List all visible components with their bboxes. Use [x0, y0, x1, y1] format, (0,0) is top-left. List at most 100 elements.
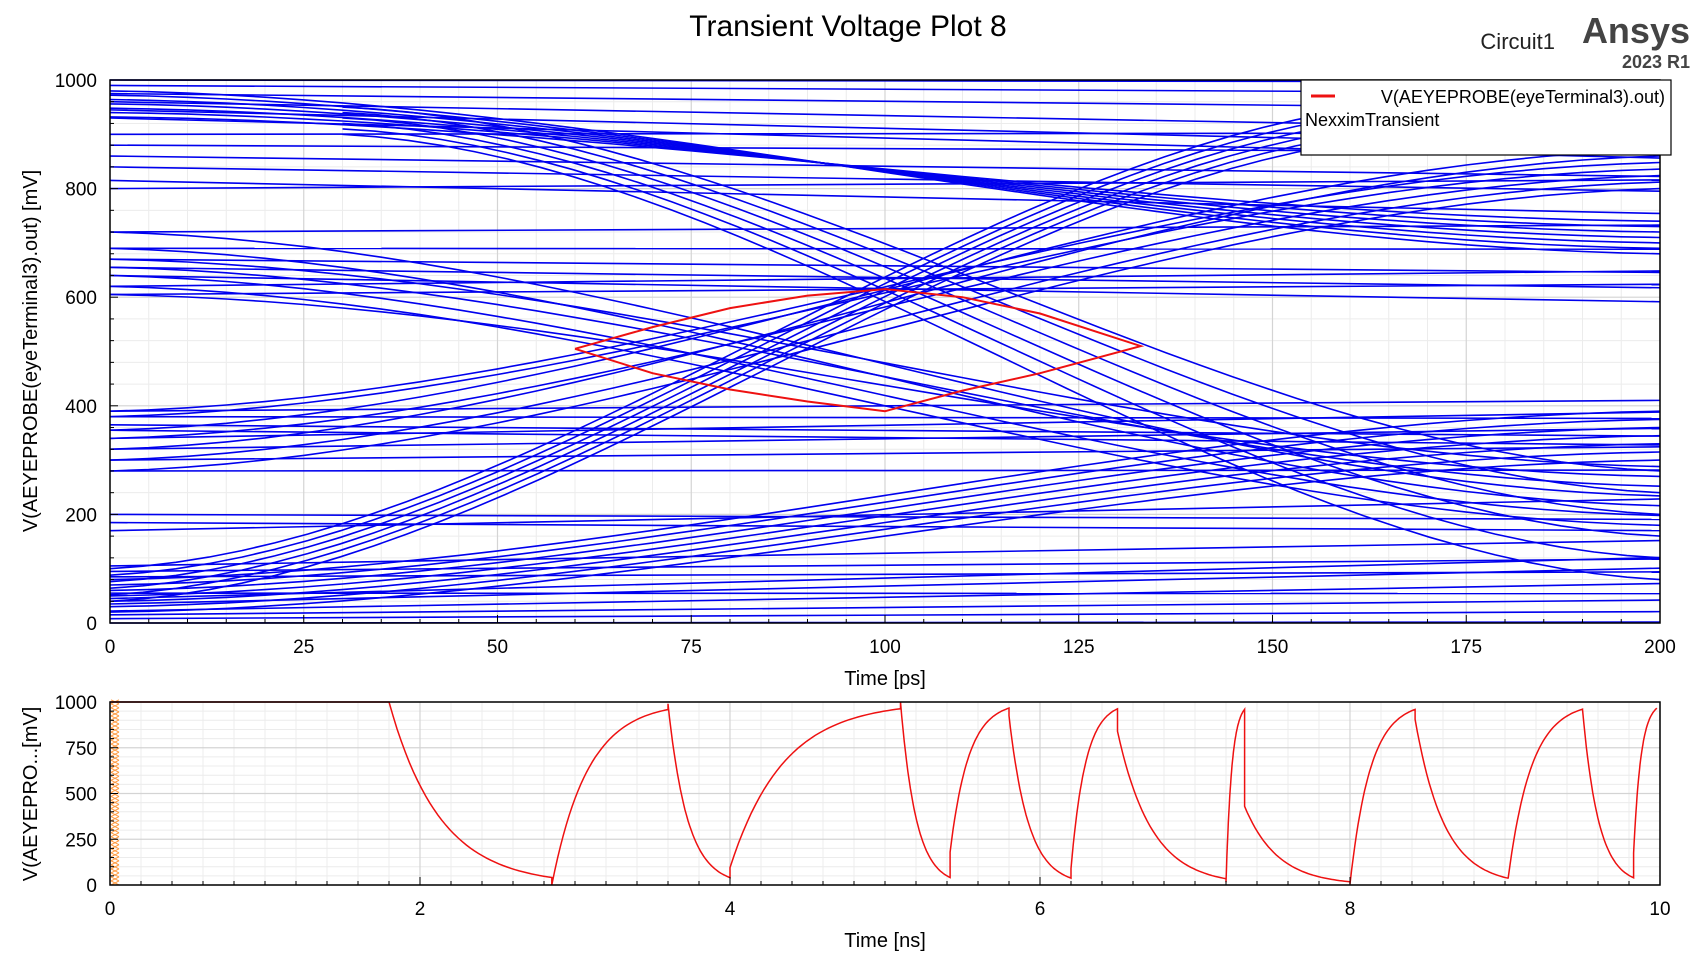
eye-trace — [109, 179, 1661, 215]
wave-x-tick-label: 0 — [105, 899, 116, 920]
wave-x-tick-label: 4 — [725, 899, 736, 920]
ansys-version: 2023 R1 — [1622, 52, 1690, 72]
start-marker-hatch — [110, 868, 120, 874]
waveform-plot: 0 2 4 6 8 10 0 250 500 750 1000 Time [ns] V(AEYEP… — [20, 693, 1671, 952]
eye-trace-rise — [109, 451, 1661, 608]
legend[interactable]: V(AEYEPROBE(eyeTerminal3).out) NexximTra… — [1300, 79, 1672, 156]
start-marker-hatch — [110, 795, 120, 801]
eye-trace-fall — [342, 128, 1661, 559]
ansys-logo: Ansys — [1582, 10, 1690, 51]
start-marker-hatch — [110, 840, 120, 846]
wave-y-tick-label: 1000 — [55, 693, 97, 714]
start-marker-hatch — [110, 731, 120, 737]
wave-x-tick-labels: 0 2 4 6 8 10 — [105, 899, 1671, 920]
start-marker-hatch — [110, 779, 120, 785]
eye-trace-rise — [109, 161, 1661, 412]
eye-x-tick-label: 125 — [1063, 637, 1095, 658]
eye-axis-ticks — [109, 79, 1661, 624]
legend-box — [1300, 79, 1672, 156]
eye-trace — [109, 539, 1661, 567]
start-marker-hatch — [110, 739, 120, 745]
eye-trace — [109, 469, 1661, 472]
wave-y-tick-label: 750 — [65, 739, 97, 760]
eye-trace — [109, 258, 1661, 274]
eye-trace-fall — [109, 266, 1661, 487]
eye-y-tick-label: 800 — [65, 180, 97, 201]
legend-series-label: V(AEYEPROBE(eyeTerminal3).out) — [1381, 87, 1665, 107]
eye-trace-fall — [342, 133, 1661, 581]
eye-trace — [109, 582, 1661, 612]
wave-y-tick-label: 500 — [65, 785, 97, 806]
start-marker-hatch — [110, 836, 120, 842]
eye-trace-rise — [109, 120, 1428, 589]
eye-y-axis-label: V(AEYEPROBE(eyeTerminal3).out) [mV] — [20, 170, 42, 532]
eye-trace-rise — [109, 114, 1428, 583]
eye-x-tick-label: 150 — [1257, 637, 1289, 658]
wave-y-tick-label: 0 — [86, 876, 97, 897]
start-marker-hatch — [110, 860, 120, 866]
start-marker-hatch — [110, 783, 120, 789]
start-marker-hatch — [110, 864, 120, 870]
eye-trace-rise — [109, 443, 1661, 603]
eye-y-tick-label: 400 — [65, 397, 97, 418]
wave-x-tick-label: 6 — [1035, 899, 1046, 920]
eye-trace — [109, 556, 1661, 600]
eye-trace-rise — [109, 174, 1661, 440]
wave-y-tick-label: 250 — [65, 830, 97, 851]
start-marker-hatch — [110, 727, 120, 733]
start-marker-hatch — [110, 759, 120, 765]
start-marker-hatch — [110, 852, 120, 858]
eye-trace — [109, 247, 1661, 250]
eye-diagram-plot: 0 25 50 75 100 125 150 175 200 0 200 400 600 800 1000… — [20, 71, 1676, 690]
eye-trace-rise — [109, 127, 1428, 596]
eye-trace — [109, 415, 1661, 420]
eye-x-tick-label: 0 — [105, 637, 116, 658]
start-marker-hatch — [110, 816, 120, 822]
start-marker-hatch — [110, 711, 120, 717]
legend-solution-label: NexximTransient — [1305, 110, 1439, 130]
eye-trace — [109, 599, 1661, 616]
start-marker-hatch — [110, 876, 120, 882]
eye-trace-rise — [109, 181, 1661, 461]
eye-trace-fall — [342, 117, 1661, 516]
eye-trace-rise — [109, 100, 1428, 570]
eye-trace — [109, 411, 1661, 440]
start-marker-hatch — [110, 747, 120, 753]
eye-y-tick-label: 0 — [86, 614, 97, 635]
wave-x-axis-label: Time [ns] — [844, 930, 926, 952]
eye-x-tick-label: 50 — [487, 637, 508, 658]
eye-trace-rise — [109, 418, 1661, 586]
start-marker-hatch — [110, 848, 120, 854]
waveform-trace — [110, 701, 1658, 886]
start-marker-hatch — [110, 832, 120, 838]
eye-trace-rise — [109, 410, 1661, 581]
eye-trace-fall — [109, 116, 1661, 222]
eye-trace-rise — [109, 426, 1661, 592]
eye-x-tick-label: 175 — [1450, 637, 1482, 658]
eye-trace-fall — [109, 231, 1661, 497]
eye-trace-fall — [342, 106, 1661, 472]
eye-trace-rise — [109, 187, 1661, 472]
start-marker-hatch — [110, 735, 120, 741]
start-marker — [110, 699, 120, 886]
eye-trace-rise — [109, 133, 1428, 603]
start-marker-hatch — [110, 723, 120, 729]
eye-trace-fall — [342, 122, 1661, 537]
wave-y-axis-label: V(AEYEPRO...[mV] — [20, 707, 42, 881]
eye-trace-fall — [342, 111, 1661, 494]
start-marker-hatch — [110, 775, 120, 781]
wave-axis-ticks — [109, 701, 1661, 886]
start-marker-hatch — [110, 800, 120, 805]
design-name: Circuit1 — [1480, 29, 1555, 54]
eye-x-axis-label: Time [ps] — [844, 668, 926, 690]
eye-y-tick-label: 200 — [65, 505, 97, 526]
eye-trace-fall — [109, 293, 1661, 478]
start-marker-hatch — [110, 715, 120, 721]
wave-y-tick-labels: 0 250 500 750 1000 — [55, 693, 97, 897]
eye-x-tick-label: 75 — [681, 637, 702, 658]
eye-trace-fall — [109, 285, 1661, 527]
eye-x-tick-labels: 0 25 50 75 100 125 150 175 200 — [105, 637, 1676, 658]
eye-y-tick-label: 1000 — [55, 71, 97, 92]
eye-trace — [109, 558, 1661, 573]
